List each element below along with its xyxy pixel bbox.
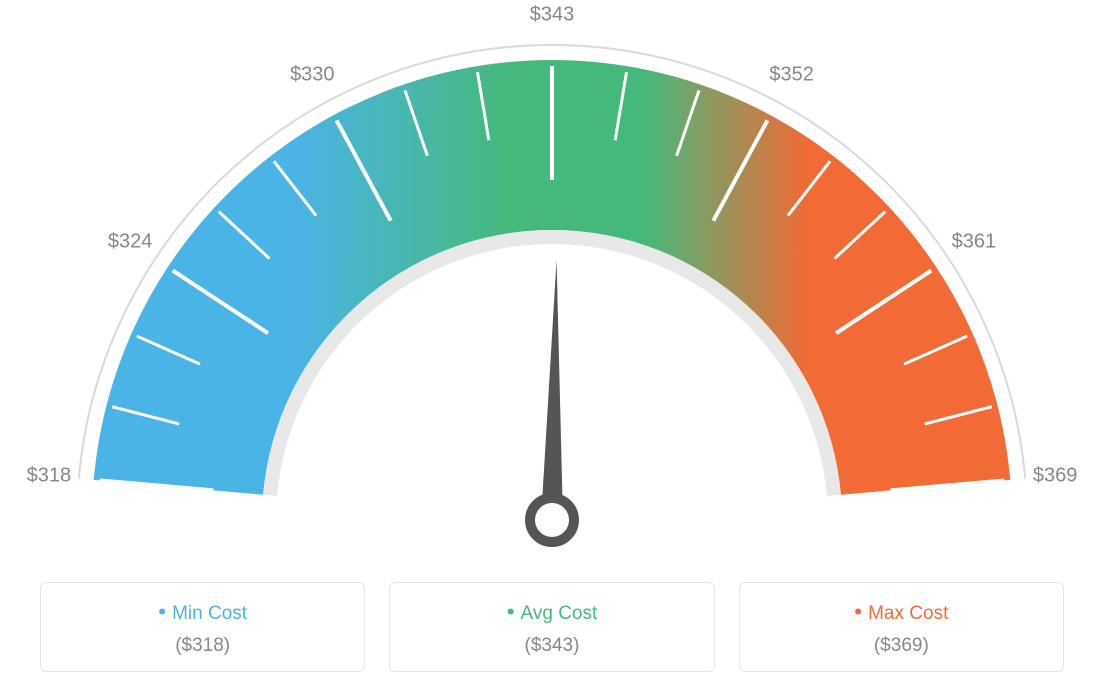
gauge-tick-label: $324 (108, 231, 153, 254)
legend-max-label: Max Cost (750, 599, 1053, 625)
cost-gauge-container: $318 $324 $330 $343 $352 $361 $369 Min Cost ($… (0, 0, 1104, 690)
legend-row: Min Cost ($318) Avg Cost ($343) Max Cost… (40, 582, 1064, 672)
gauge-tick-label: $330 (290, 64, 335, 87)
gauge-tick-label: $343 (530, 4, 575, 27)
gauge-chart: $318 $324 $330 $343 $352 $361 $369 (0, 0, 1104, 570)
legend-max-value: ($369) (750, 635, 1053, 657)
gauge-tick-label: $361 (952, 231, 997, 254)
legend-card-min: Min Cost ($318) (40, 582, 365, 672)
gauge-tick-label: $369 (1033, 464, 1078, 487)
legend-avg-label: Avg Cost (400, 599, 703, 625)
legend-min-label: Min Cost (51, 599, 354, 625)
gauge-svg (0, 0, 1104, 570)
legend-avg-value: ($343) (400, 635, 703, 657)
gauge-tick-label: $318 (27, 464, 72, 487)
legend-card-avg: Avg Cost ($343) (389, 582, 714, 672)
legend-card-max: Max Cost ($369) (739, 582, 1064, 672)
legend-min-value: ($318) (51, 635, 354, 657)
gauge-tick-label: $352 (769, 64, 814, 87)
